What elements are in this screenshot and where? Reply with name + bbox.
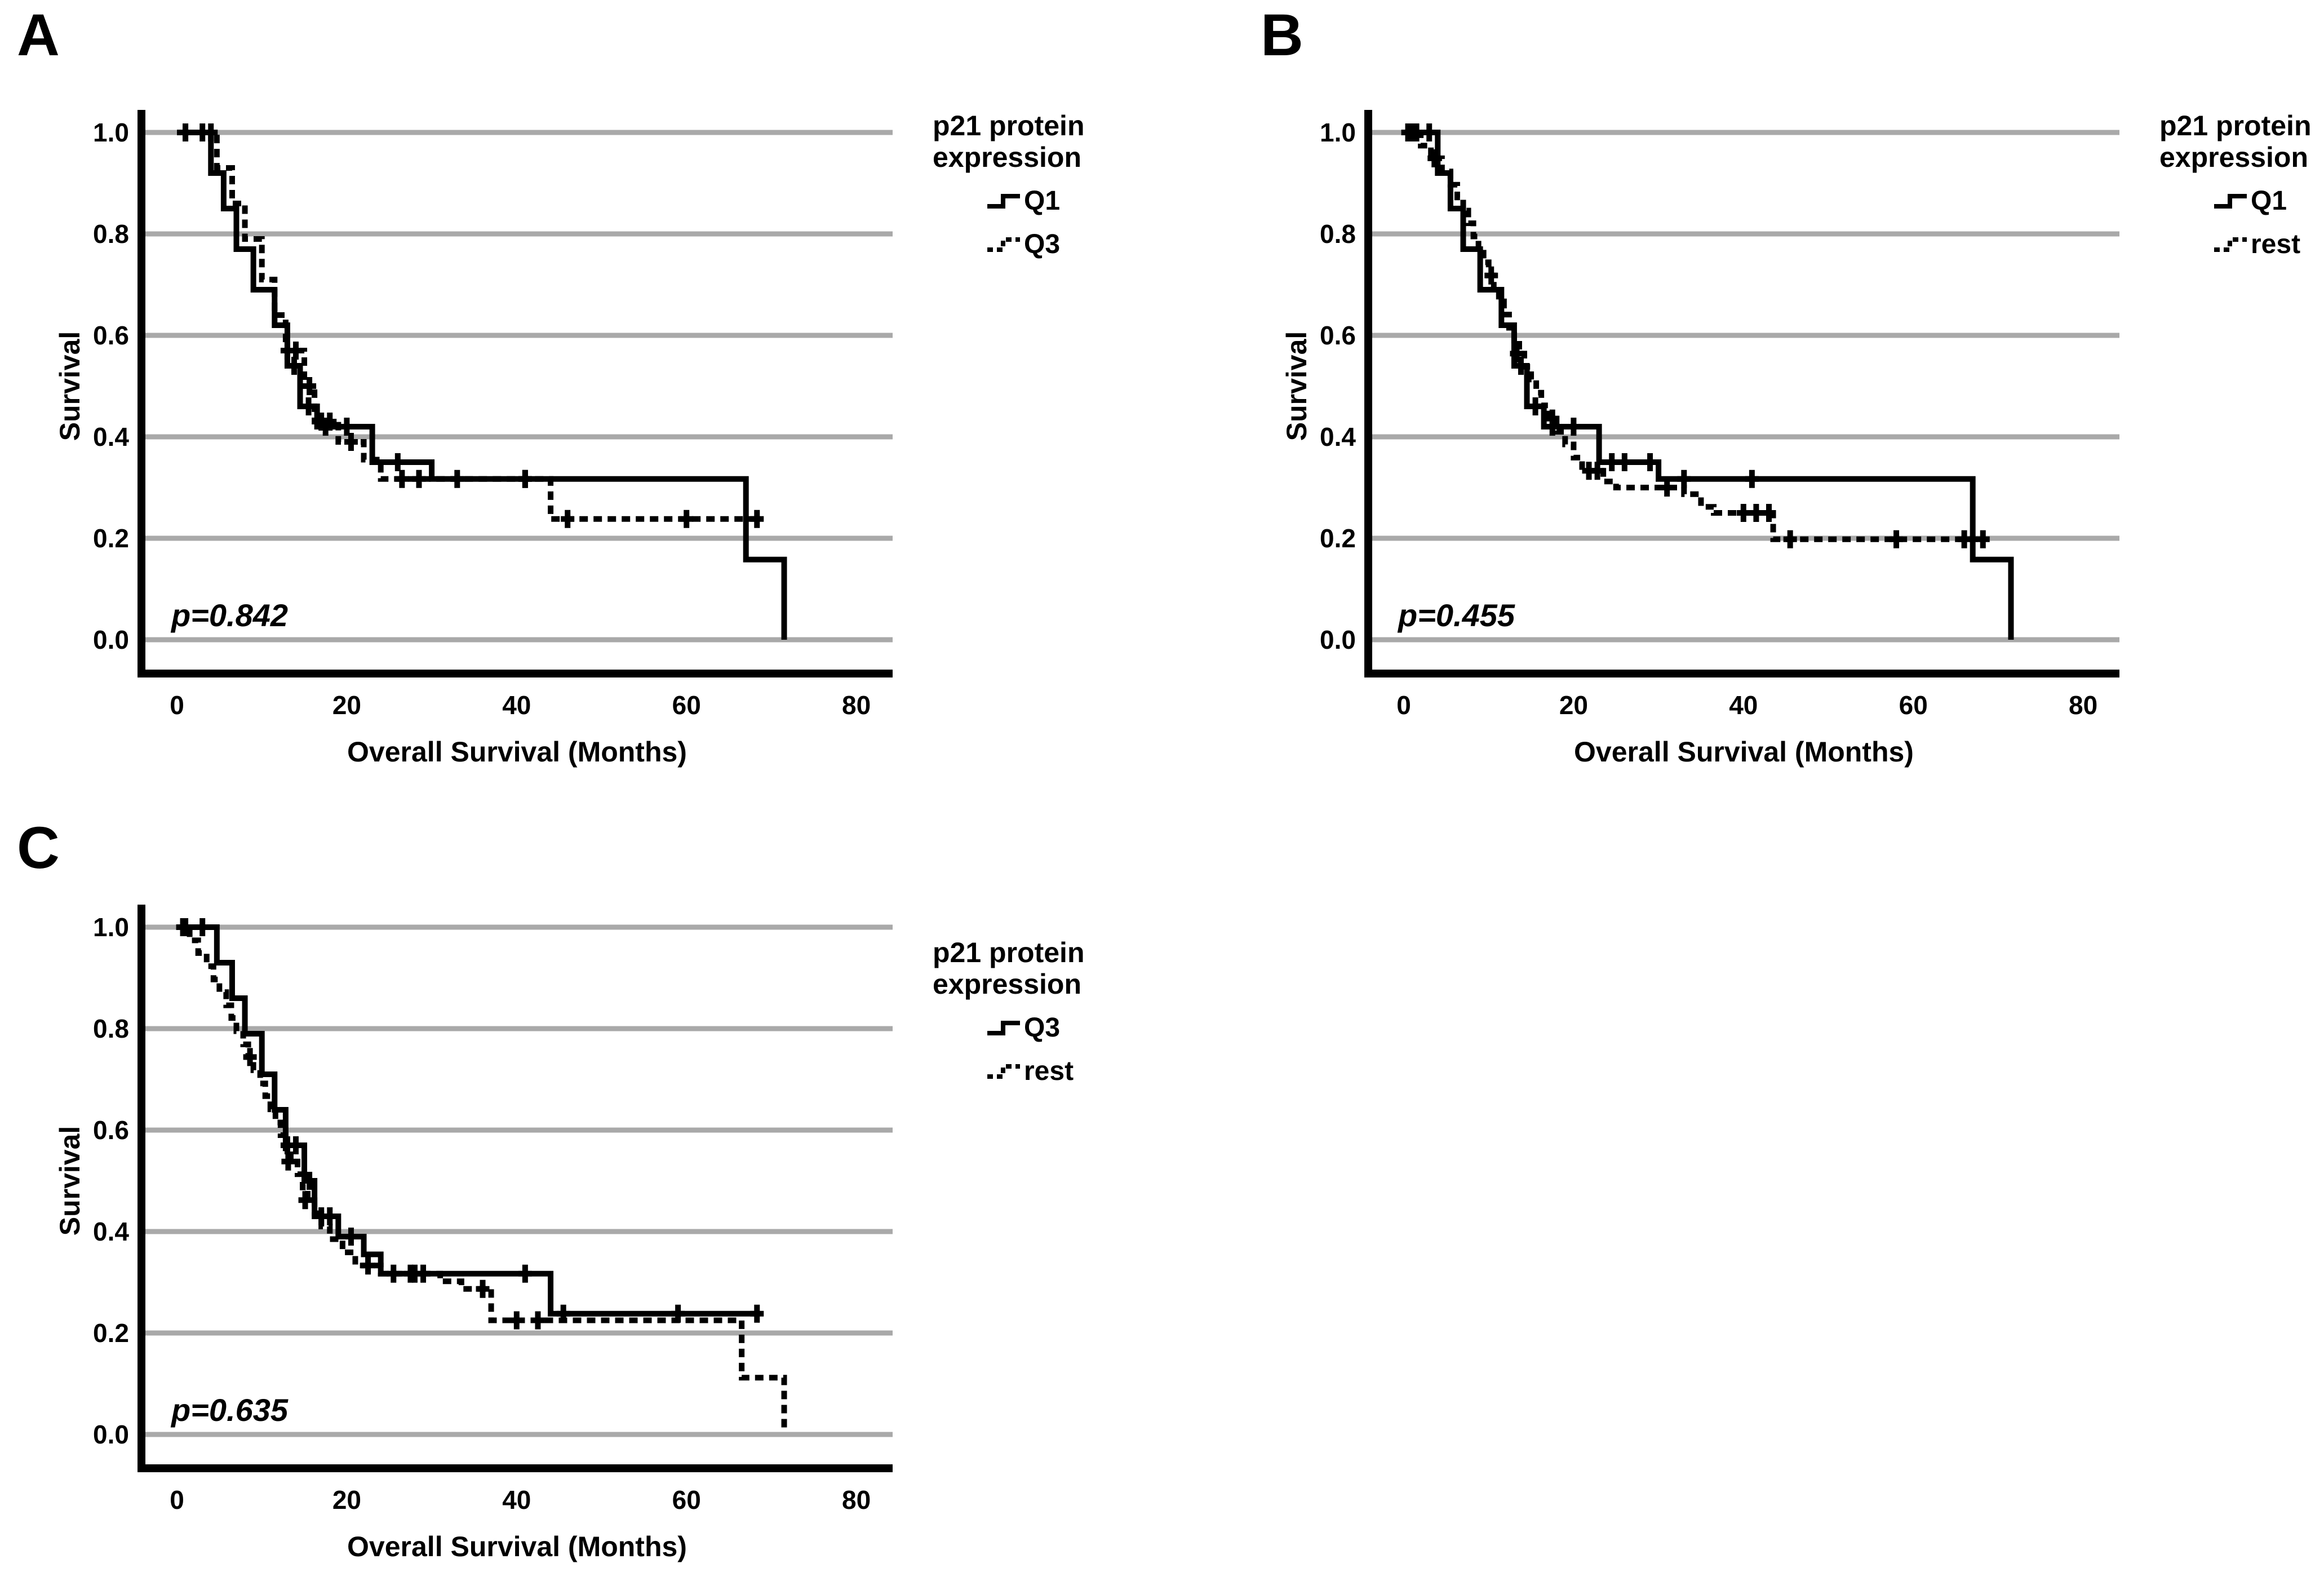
- solid-step-line-key-icon: [987, 193, 1020, 209]
- survival-plot-B: 1.0 0.8 0.6 0.4 0.2 0.0 0 20 40 60 80 Overall Survi…: [1281, 110, 2119, 768]
- x-tick-label: 20: [1559, 690, 1588, 720]
- survival-curve-Q3: [177, 130, 759, 522]
- x-axis-title: Overall Survival (Months): [347, 736, 687, 768]
- x-tick-label: 80: [2069, 690, 2097, 720]
- legend-item: Q3: [984, 229, 1124, 260]
- legend-label: Q3: [1024, 1013, 1061, 1043]
- legend-label: rest: [2251, 229, 2301, 259]
- survival-curve-rest: [177, 924, 787, 1432]
- legend-label: Q1: [2251, 186, 2287, 216]
- y-tick-label: 1.0: [93, 913, 129, 942]
- y-tick-label: 0.2: [93, 1318, 129, 1348]
- survival-plot-C: 1.0 0.8 0.6 0.4 0.2 0.0 0 20 40 60 80 Overall Survi…: [54, 905, 893, 1562]
- y-tick-label: 0.4: [93, 422, 129, 451]
- panel-A: A 1.0 0.8 0.6 0.4 0.2 0.0 0 20 40 60 80 Overall Sur…: [0, 0, 1223, 789]
- y-axis-title: Survival: [1281, 331, 1312, 441]
- x-tick-label: 80: [842, 1485, 871, 1514]
- dashed-step-line-key-icon: [987, 1064, 1020, 1079]
- x-tick-label: 0: [170, 1485, 184, 1514]
- x-tick-label: 40: [1729, 690, 1758, 720]
- y-tick-label: 0.8: [93, 219, 129, 249]
- legend-label: rest: [1024, 1056, 1074, 1086]
- x-tick-label: 20: [332, 690, 361, 720]
- legend-item: Q3: [984, 1012, 1124, 1043]
- legend-title: p21 protein expression: [933, 110, 1085, 173]
- y-axis-title: Survival: [54, 331, 86, 441]
- solid-step-line-key-icon: [2214, 193, 2247, 209]
- panel-label-A: A: [17, 2, 60, 68]
- y-tick-label: 1.0: [1320, 118, 1356, 147]
- y-tick-label: 1.0: [93, 118, 129, 147]
- legend-title: p21 protein expression: [2159, 110, 2312, 173]
- y-tick-label: 0.4: [1320, 422, 1356, 451]
- y-tick-label: 0.8: [1320, 219, 1356, 249]
- x-tick-label: 60: [1899, 690, 1928, 720]
- y-tick-label: 0.4: [93, 1217, 129, 1246]
- x-tick-label: 80: [842, 690, 871, 720]
- x-tick-label: 20: [332, 1485, 361, 1514]
- legend-B: p21 protein expression Q1 rest: [2159, 110, 2324, 260]
- y-tick-label: 0.0: [93, 625, 129, 654]
- survival-curve-rest: [1404, 130, 1986, 542]
- y-axis-title: Survival: [54, 1126, 86, 1236]
- panel-C: C 1.0 0.8 0.6 0.4 0.2 0.0 0 20 40 60 80 Overall Sur…: [0, 795, 1223, 1572]
- dashed-step-line-key-icon: [987, 237, 1020, 252]
- survival-curve-Q1: [177, 130, 787, 640]
- legend-item: rest: [2211, 229, 2324, 260]
- survival-curve-Q1: [1404, 130, 2014, 640]
- y-tick-label: 0.2: [1320, 524, 1356, 553]
- panel-label-B: B: [1261, 2, 1303, 68]
- legend-label: Q3: [1024, 229, 1061, 259]
- x-tick-label: 40: [502, 1485, 531, 1514]
- p-value-annotation: p=0.635: [170, 1392, 289, 1428]
- panel-B: B 1.0 0.8 0.6 0.4 0.2 0.0 0 20 40 60 80 Overall Sur…: [1227, 0, 2324, 789]
- y-tick-label: 0.6: [93, 321, 129, 350]
- p-value-annotation: p=0.842: [170, 597, 288, 633]
- y-tick-label: 0.0: [1320, 625, 1356, 654]
- x-tick-label: 40: [502, 690, 531, 720]
- x-axis-title: Overall Survival (Months): [347, 1531, 687, 1562]
- legend-C: p21 protein expression Q3 rest: [933, 937, 1124, 1087]
- x-tick-label: 0: [170, 690, 184, 720]
- legend-A: p21 protein expression Q1 Q3: [933, 110, 1124, 260]
- x-axis-title: Overall Survival (Months): [1574, 736, 1914, 768]
- legend-title: p21 protein expression: [933, 937, 1085, 1000]
- legend-item: Q1: [2211, 185, 2324, 216]
- y-tick-label: 0.6: [93, 1115, 129, 1145]
- solid-step-line-key-icon: [987, 1020, 1020, 1035]
- dashed-step-line-key-icon: [2214, 237, 2247, 252]
- p-value-annotation: p=0.455: [1397, 597, 1515, 633]
- survival-curve-Q3: [177, 924, 759, 1317]
- y-tick-label: 0.2: [93, 524, 129, 553]
- x-tick-label: 0: [1396, 690, 1411, 720]
- survival-plot-A: 1.0 0.8 0.6 0.4 0.2 0.0 0 20 40 60 80 Overall Survi…: [54, 110, 893, 768]
- legend-item: rest: [984, 1056, 1124, 1087]
- legend-label: Q1: [1024, 186, 1061, 216]
- legend-item: Q1: [984, 185, 1124, 216]
- y-tick-label: 0.0: [93, 1420, 129, 1449]
- y-tick-label: 0.8: [93, 1014, 129, 1043]
- y-tick-label: 0.6: [1320, 321, 1356, 350]
- x-tick-label: 60: [672, 690, 701, 720]
- x-tick-label: 60: [672, 1485, 701, 1514]
- panel-label-C: C: [17, 815, 60, 881]
